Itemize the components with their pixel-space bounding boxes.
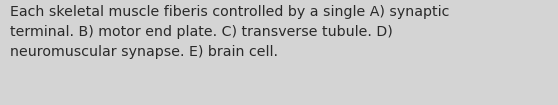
Text: Each skeletal muscle fiberis controlled by a single A) synaptic
terminal. B) mot: Each skeletal muscle fiberis controlled … [10,5,449,59]
